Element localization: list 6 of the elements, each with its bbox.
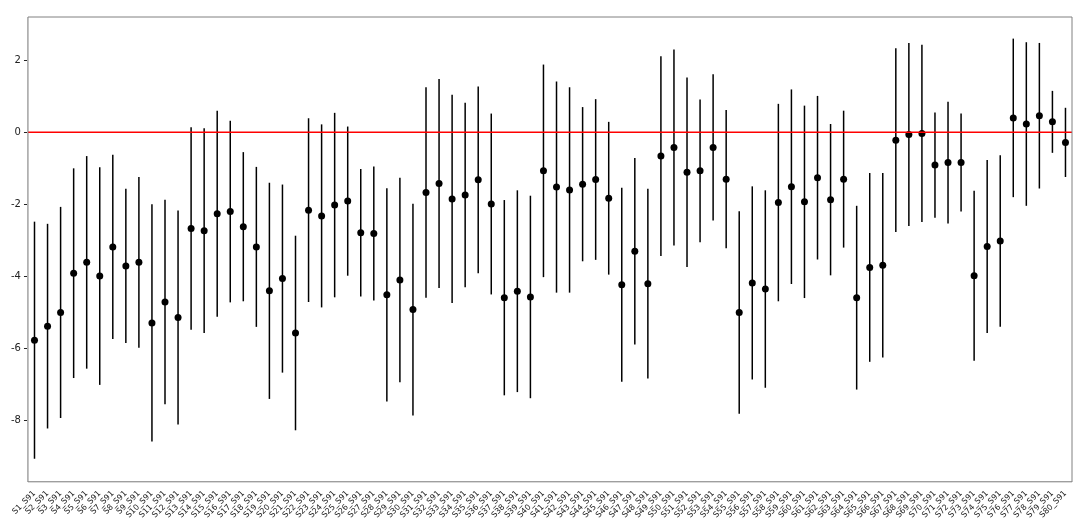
y-tick-label: -2 (10, 197, 21, 209)
y-tick-label: 2 (14, 53, 21, 65)
y-tick-label: 0 (14, 125, 21, 137)
y-tick-label: -8 (10, 414, 21, 426)
y-tick-label: -6 (10, 342, 21, 354)
y-tick-label: -4 (10, 270, 21, 282)
